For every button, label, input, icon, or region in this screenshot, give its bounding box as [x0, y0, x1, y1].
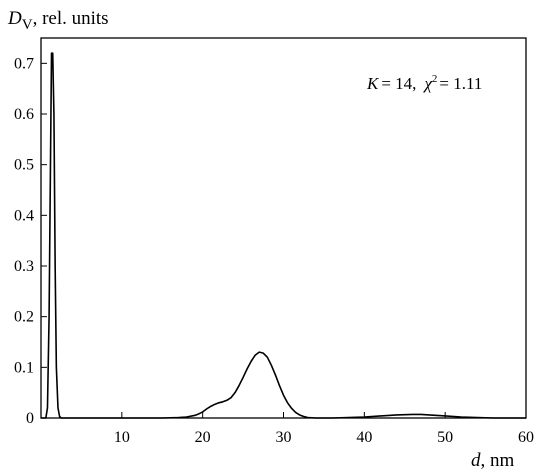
y-tick-label: 0.6 — [14, 106, 34, 123]
x-tick-label: 50 — [437, 429, 453, 446]
x-axis-title: d, nm — [471, 450, 515, 471]
plot-frame — [40, 37, 527, 419]
y-tick-label: 0.3 — [14, 258, 34, 275]
y-axis-symbol: D — [7, 8, 22, 29]
x-axis-rest: , nm — [481, 450, 515, 471]
annotation-k-value: = 14, — [381, 74, 416, 93]
x-axis-symbol: d — [471, 450, 481, 471]
annotation-chi: χ — [422, 74, 432, 93]
annotation-chi-value: = 1.11 — [439, 74, 482, 93]
y-axis-title: DV, rel. units — [7, 8, 109, 33]
y-tick-label: 0.1 — [14, 359, 34, 376]
fit-annotation: K = 14, χ2 = 1.11 — [366, 73, 482, 93]
x-tick-label: 10 — [114, 429, 130, 446]
y-tick-label: 0.4 — [14, 207, 34, 224]
y-axis-rest: , rel. units — [33, 8, 109, 29]
x-tick-label: 40 — [356, 429, 372, 446]
y-tick-label: 0 — [26, 410, 34, 427]
series-line — [41, 52, 526, 419]
tick-labels: 10 20 30 40 50 60 0 0.1 0.2 0.3 0.4 0.5 0.6 0.7 — [14, 55, 534, 446]
x-tick-label: 30 — [276, 429, 292, 446]
y-tick-label: 0.7 — [14, 55, 34, 72]
y-axis-subscript: V — [22, 17, 33, 33]
tick-marks — [41, 62, 527, 419]
annotation-chi-sup: 2 — [432, 73, 438, 85]
y-tick-label: 0.2 — [14, 309, 34, 326]
annotation-k: K — [366, 74, 380, 93]
x-tick-label: 60 — [518, 429, 534, 446]
y-tick-label: 0.5 — [14, 157, 34, 174]
x-tick-label: 20 — [195, 429, 211, 446]
